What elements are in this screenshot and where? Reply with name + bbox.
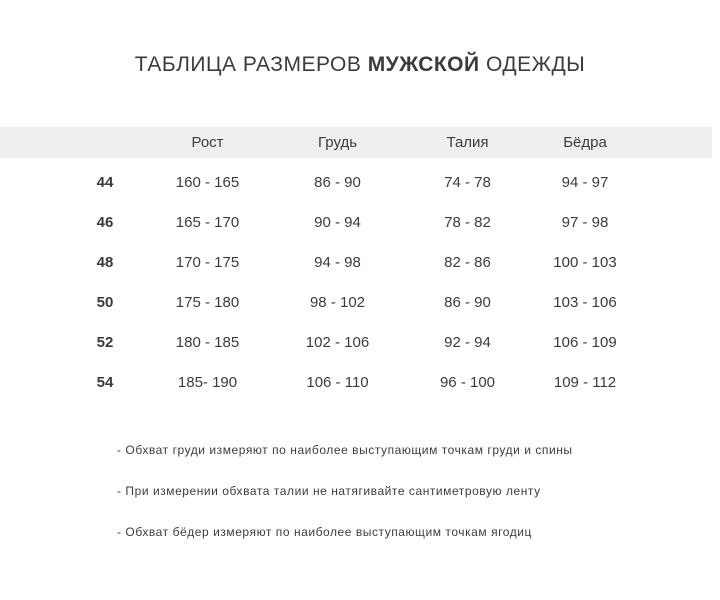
note-waist: - При измерении обхвата талии не натягив… [117, 484, 541, 498]
table-header-band: Рост Грудь Талия Бёдра [0, 127, 712, 158]
column-header-waist: Талия [446, 134, 489, 151]
title-emphasis: МУЖСКОЙ [367, 53, 480, 76]
waist-cell: 86 - 90 [444, 293, 491, 311]
size-cell: 44 [96, 173, 114, 191]
chest-cell: 98 - 102 [309, 293, 366, 311]
height-cell: 160 - 165 [175, 173, 240, 191]
height-cell: 185- 190 [177, 373, 238, 391]
chest-cell: 102 - 106 [305, 333, 370, 351]
size-cell: 52 [96, 333, 114, 351]
measurement-notes: - Обхват груди измеряют по наиболее выст… [117, 444, 573, 567]
column-header-chest: Грудь [317, 134, 358, 151]
column-header-hips: Бёдра [563, 134, 607, 151]
table-body: 44 160 - 165 86 - 90 74 - 78 94 - 97 46 … [0, 162, 720, 402]
hips-cell: 97 - 98 [561, 213, 609, 231]
table-row: 48 170 - 175 94 - 98 82 - 86 100 - 103 [0, 242, 720, 282]
hips-cell: 106 - 109 [553, 333, 617, 351]
waist-cell: 82 - 86 [444, 253, 491, 271]
size-cell: 46 [96, 213, 114, 231]
waist-cell: 92 - 94 [444, 333, 491, 351]
chest-cell: 86 - 90 [314, 173, 361, 191]
size-cell: 48 [96, 253, 114, 271]
table-row: 52 180 - 185 102 - 106 92 - 94 106 - 109 [0, 322, 720, 362]
table-row: 54 185- 190 106 - 110 96 - 100 109 - 112 [0, 362, 720, 402]
title-prefix: ТАБЛИЦА РАЗМЕРОВ [134, 53, 362, 76]
height-cell: 170 - 175 [175, 253, 240, 271]
page-title: ТАБЛИЦА РАЗМЕРОВ МУЖСКОЙ ОДЕЖДЫ [0, 53, 720, 77]
chest-cell: 94 - 98 [314, 253, 361, 271]
waist-cell: 78 - 82 [444, 213, 491, 231]
column-header-height: Рост [191, 134, 224, 151]
table-row: 50 175 - 180 98 - 102 86 - 90 103 - 106 [0, 282, 720, 322]
table-row: 44 160 - 165 86 - 90 74 - 78 94 - 97 [0, 162, 720, 202]
waist-cell: 96 - 100 [439, 373, 496, 391]
note-chest: - Обхват груди измеряют по наиболее выст… [117, 443, 573, 457]
hips-cell: 94 - 97 [561, 173, 609, 191]
hips-cell: 100 - 103 [553, 253, 617, 271]
size-cell: 54 [96, 373, 114, 391]
height-cell: 180 - 185 [175, 333, 240, 351]
table-row: 46 165 - 170 90 - 94 78 - 82 97 - 98 [0, 202, 720, 242]
chest-cell: 90 - 94 [314, 213, 361, 231]
waist-cell: 74 - 78 [444, 173, 491, 191]
height-cell: 175 - 180 [175, 293, 240, 311]
hips-cell: 109 - 112 [553, 373, 617, 391]
size-cell: 50 [96, 293, 114, 311]
table-header-row: Рост Грудь Талия Бёдра [0, 127, 712, 158]
chest-cell: 106 - 110 [306, 373, 369, 391]
note-hips: - Обхват бёдер измеряют по наиболее выст… [117, 525, 532, 539]
title-suffix: ОДЕЖДЫ [485, 53, 586, 76]
hips-cell: 103 - 106 [553, 293, 617, 311]
height-cell: 165 - 170 [175, 213, 240, 231]
